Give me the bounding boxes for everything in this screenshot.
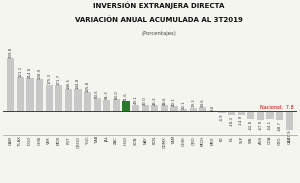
Bar — [238, 112, 245, 115]
Text: 125.8: 125.8 — [85, 81, 89, 92]
Bar — [84, 92, 91, 112]
Text: 71.6: 71.6 — [124, 92, 128, 101]
Bar — [257, 112, 264, 120]
Text: 45.3: 45.3 — [153, 96, 157, 105]
Bar — [55, 85, 62, 112]
Bar — [103, 100, 110, 112]
Bar — [151, 105, 158, 112]
Text: (Porcentajes): (Porcentajes) — [142, 31, 176, 36]
Bar — [266, 112, 274, 119]
Text: 22.1: 22.1 — [182, 100, 186, 109]
Bar — [36, 79, 43, 112]
Bar — [276, 112, 283, 120]
Text: 175.3: 175.3 — [47, 73, 51, 84]
Bar — [247, 112, 254, 119]
Text: -107.9: -107.9 — [287, 130, 291, 143]
Bar — [286, 112, 293, 130]
Text: 49.1: 49.1 — [134, 96, 138, 104]
Text: 47.0: 47.0 — [143, 96, 147, 105]
Bar — [142, 105, 149, 112]
Text: INVERSIÓN EXTRANJERA DIRECTA: INVERSIÓN EXTRANJERA DIRECTA — [93, 2, 225, 9]
Text: VARIACIÓN ANUAL ACUMULADA AL 3T2019: VARIACIÓN ANUAL ACUMULADA AL 3T2019 — [75, 16, 243, 23]
Bar — [113, 99, 120, 112]
Bar — [132, 105, 139, 112]
Text: 46.6: 46.6 — [162, 96, 167, 105]
Text: 339.8: 339.8 — [9, 47, 13, 58]
Bar — [170, 106, 178, 112]
Text: -14.9: -14.9 — [239, 115, 243, 125]
Bar — [180, 109, 187, 112]
Text: 214.0: 214.0 — [28, 67, 32, 78]
Text: 8.0: 8.0 — [211, 104, 214, 111]
Text: -44.1: -44.1 — [268, 120, 272, 130]
Bar — [26, 79, 34, 112]
Text: 83.0: 83.0 — [114, 90, 118, 99]
Text: 144.8: 144.8 — [76, 78, 80, 89]
Text: 29.3: 29.3 — [191, 99, 195, 107]
Text: 40.1: 40.1 — [172, 97, 176, 106]
Text: -18.3: -18.3 — [230, 116, 234, 126]
Text: -4.9: -4.9 — [220, 113, 224, 121]
Bar — [65, 89, 72, 112]
Text: 90.6: 90.6 — [95, 89, 99, 98]
Text: 146.5: 146.5 — [66, 78, 70, 89]
Bar — [228, 112, 235, 115]
Text: -47.9: -47.9 — [259, 120, 262, 130]
Bar — [199, 107, 206, 112]
Text: 221.1: 221.1 — [18, 66, 22, 77]
Text: -48.7: -48.7 — [278, 120, 282, 131]
Text: -42.8: -42.8 — [249, 119, 253, 130]
Text: 171.7: 171.7 — [57, 74, 61, 85]
Bar — [122, 101, 130, 112]
Bar — [161, 105, 168, 112]
Text: 34.6: 34.6 — [201, 98, 205, 107]
Text: 208.9: 208.9 — [38, 68, 41, 79]
Text: Nacional:  7.8: Nacional: 7.8 — [260, 105, 294, 110]
Bar — [209, 111, 216, 112]
Bar — [7, 59, 14, 112]
Bar — [190, 108, 197, 112]
Bar — [218, 112, 226, 113]
Bar — [17, 77, 24, 112]
Bar — [74, 89, 82, 112]
Bar — [46, 85, 53, 112]
Text: 81.3: 81.3 — [105, 90, 109, 99]
Bar — [94, 98, 101, 112]
